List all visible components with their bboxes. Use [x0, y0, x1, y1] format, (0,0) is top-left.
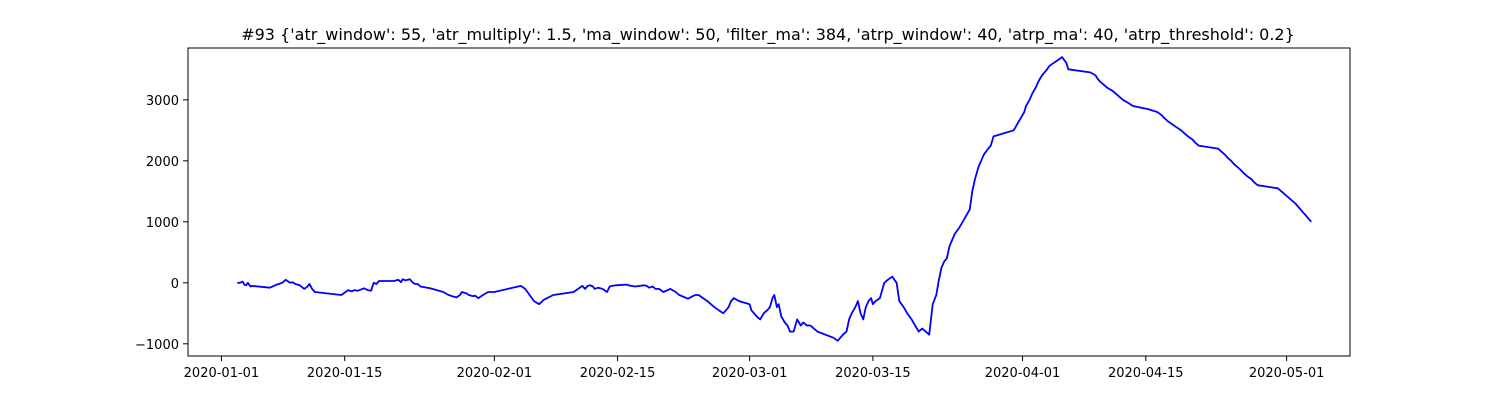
x-tick-label: 2020-05-01: [1249, 366, 1325, 381]
x-tick-label: 2020-04-01: [985, 366, 1061, 381]
x-tick-label: 2020-02-01: [457, 366, 533, 381]
y-axis: −1000 0 1000 2000 3000: [135, 94, 188, 353]
x-tick-label: 2020-01-15: [307, 366, 383, 381]
x-tick-label: 2020-03-15: [835, 366, 911, 381]
y-tick-label: 3000: [146, 94, 179, 109]
x-tick-label: 2020-02-15: [580, 366, 656, 381]
series-line-equity: [237, 57, 1311, 341]
y-tick-label: 0: [171, 277, 179, 292]
series-layer: [237, 57, 1311, 341]
y-tick-label: 2000: [146, 155, 179, 170]
chart-title: #93 {'atr_window': 55, 'atr_multiply': 1…: [241, 25, 1295, 45]
x-tick-label: 2020-01-01: [184, 366, 260, 381]
y-tick-label: −1000: [135, 338, 179, 353]
x-axis: 2020-01-01 2020-01-15 2020-02-01 2020-02-15…: [184, 356, 1325, 381]
plot-frame: [188, 48, 1350, 356]
y-tick-label: 1000: [146, 216, 179, 231]
x-tick-label: 2020-03-01: [712, 366, 788, 381]
x-tick-label: 2020-04-15: [1108, 366, 1184, 381]
